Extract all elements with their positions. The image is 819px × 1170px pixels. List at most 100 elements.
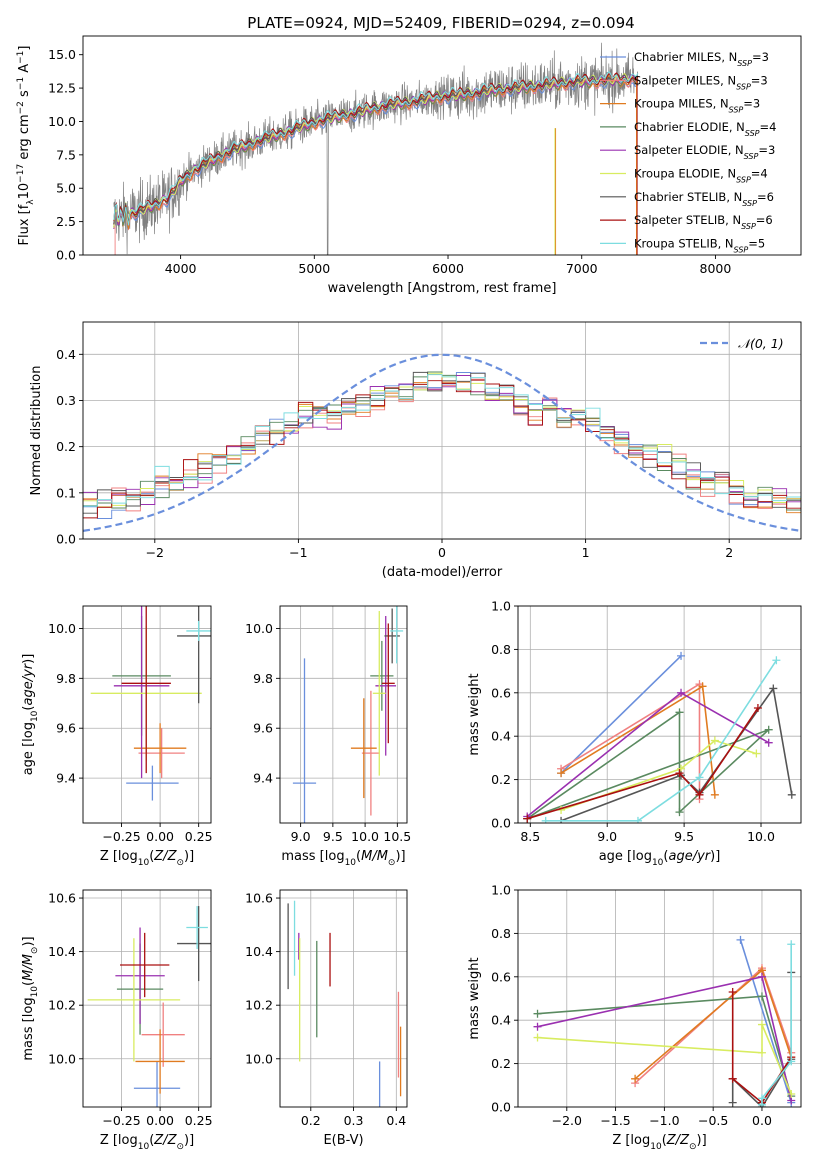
y-tick-label: 10.0 <box>245 1051 273 1066</box>
y-tick-label: 10.4 <box>48 944 76 959</box>
y-tick-label: 1.0 <box>491 883 511 898</box>
y-tick-label: 7.5 <box>56 147 76 162</box>
y-tick-label: 0.0 <box>491 816 511 831</box>
y-tick-label: 0.4 <box>491 729 511 744</box>
legend-label: Salpeter ELODIE, NSSP=3 <box>634 143 775 161</box>
weight-marker-chabrier-miles <box>736 935 745 944</box>
y-tick-label: 10.6 <box>48 891 76 906</box>
weight-line-kroupa-elodie <box>537 1024 792 1095</box>
y-tick-label: 0.4 <box>491 1013 511 1028</box>
plot-border <box>82 889 212 1108</box>
y-tick-label: 10.0 <box>48 1051 76 1066</box>
x-tick-label: 0.3 <box>344 1113 364 1128</box>
weight-marker-kroupa-elodie <box>710 736 719 745</box>
x-tick-label: 0.25 <box>185 1113 213 1128</box>
x-tick-label: 0.25 <box>185 829 213 844</box>
y-tick-label: 0.6 <box>491 685 511 700</box>
spectrum-legend: Chabrier MILES, NSSP=3 Salpeter MILES, NS… <box>600 50 776 254</box>
y-tick-label: 10.2 <box>48 998 76 1013</box>
legend-label: Salpeter MILES, NSSP=3 <box>634 73 768 91</box>
x-tick-label: 6000 <box>432 261 464 276</box>
y-tick-label: 0.2 <box>491 772 511 787</box>
plot-border <box>279 605 408 824</box>
plot-border <box>517 889 802 1108</box>
y-tick-label: 9.4 <box>56 771 76 786</box>
mass_vs_Z-frame: −0.25 0.00 0.25 10.0 10.2 10.4 10.6 <box>48 889 213 1128</box>
x-tick-label: −0.25 <box>102 1113 140 1128</box>
x-tick-label: −1 <box>289 545 307 560</box>
residuals-frame: −2 −1 0 1 2 0.0 0.1 0.2 0.3 0.4 <box>56 321 802 560</box>
weight-marker-salpeter-stelib <box>728 1074 737 1083</box>
y-tick-label: 0.8 <box>491 642 511 657</box>
y-tick-label: 10.2 <box>245 998 273 1013</box>
histogram-salpeter-stelib <box>83 379 801 539</box>
weight-marker-chabrier-miles <box>677 651 686 660</box>
age_vs_Z-frame: −0.25 0.00 0.25 9.4 9.6 9.8 10.0 <box>48 605 213 844</box>
weight-marker-kroupa-stelib <box>787 940 796 949</box>
x-tick-label: −0.25 <box>102 829 140 844</box>
y-tick-label: 10.4 <box>245 944 273 959</box>
legend-label: Chabrier MILES, NSSP=3 <box>634 50 769 68</box>
x-tick-label: −0.5 <box>698 1113 728 1128</box>
y-tick-label: 9.6 <box>253 721 273 736</box>
y-tick-label: 0.4 <box>56 347 76 362</box>
y-tick-label: 9.8 <box>253 671 273 686</box>
weight-marker-chabrier-elodie <box>757 992 766 1001</box>
weight-marker-kroupa-miles <box>557 769 566 778</box>
weight-line-chabrier-miles <box>560 655 682 774</box>
plot-border <box>517 605 802 824</box>
x-tick-label: 1 <box>582 545 590 560</box>
legend-label: Chabrier ELODIE, NSSP=4 <box>634 120 776 138</box>
x-tick-label: 8.5 <box>520 829 540 844</box>
weight_vs_Z-plot-area <box>533 935 796 1107</box>
weight-marker-chabrier-elodie <box>675 708 684 717</box>
x-tick-label: −2 <box>146 545 164 560</box>
weight-marker-kroupa-elodie <box>757 1020 766 1029</box>
weight-marker-salpeter-elodie <box>757 972 766 981</box>
y-tick-label: 0.0 <box>56 532 76 547</box>
weight-marker-salpeter-elodie <box>533 1022 542 1031</box>
weight-marker-kroupa-stelib <box>695 773 704 782</box>
y-tick-label: 0.2 <box>491 1056 511 1071</box>
x-tick-label: 0.0 <box>752 1113 772 1128</box>
spectrum-frame: 4000 5000 6000 7000 8000 0.0 2.5 5.0 7.5 10.0 12.5… <box>48 35 802 276</box>
age_vs_mass-frame: 9.0 9.5 10.0 10.5 9.4 9.6 9.8 10.0 <box>245 605 411 844</box>
mass_vs_Z-x-label: Z [log10(Z/Z⊙)] <box>100 1133 194 1152</box>
y-tick-label: 12.5 <box>48 81 76 96</box>
residuals-legend: 𝒩(0, 1) <box>700 336 784 351</box>
age_vs_Z-x-label: Z [log10(Z/Z⊙)] <box>100 849 194 868</box>
plot-border <box>82 35 802 256</box>
y-tick-label: 9.6 <box>56 721 76 736</box>
weight-marker-chabrier-elodie <box>675 808 684 817</box>
weight-marker-chabrier-elodie <box>764 725 773 734</box>
x-tick-label: 0 <box>438 545 446 560</box>
y-tick-label: 9.8 <box>56 671 76 686</box>
y-tick-label: 10.0 <box>48 621 76 636</box>
x-tick-label: 10.0 <box>747 829 775 844</box>
weight_vs_Z-y-label: mass weight <box>467 957 482 1039</box>
mass_vs_Z-axes <box>83 890 211 1107</box>
weight_vs_age-frame: 8.5 9.0 9.5 10.0 0.0 0.2 0.4 0.6 0.8 1.0 <box>491 599 802 844</box>
x-tick-label: 5000 <box>298 261 330 276</box>
weight_vs_age-y-label: mass weight <box>467 673 482 755</box>
weight-line-kroupa-elodie <box>560 739 757 811</box>
figure-title: PLATE=0924, MJD=52409, FIBERID=0294, z=0… <box>247 14 634 32</box>
y-tick-label: 10.0 <box>48 114 76 129</box>
weight-marker-chabrier-stelib <box>769 684 778 693</box>
weight-marker-salpeter-stelib <box>675 769 684 778</box>
y-tick-label: 0.0 <box>56 248 76 263</box>
y-tick-label: 0.2 <box>56 439 76 454</box>
weight-marker-chabrier-stelib <box>787 790 796 799</box>
x-tick-label: 9.0 <box>597 829 617 844</box>
y-tick-label: 0.1 <box>56 485 76 500</box>
x-tick-label: 9.5 <box>323 829 343 844</box>
legend-label: 𝒩(0, 1) <box>738 336 784 351</box>
y-tick-label: 0.0 <box>491 1100 511 1115</box>
legend-label: Kroupa ELODIE, NSSP=4 <box>634 167 768 185</box>
weight-marker-kroupa-stelib <box>757 1094 766 1103</box>
residuals-y-label: Normed distribution <box>29 366 44 496</box>
plot-border <box>82 605 212 824</box>
legend-label: Salpeter STELIB, NSSP=6 <box>634 213 773 231</box>
weight-marker-kroupa-stelib <box>787 1057 796 1066</box>
x-tick-label: 0.4 <box>386 1113 406 1128</box>
